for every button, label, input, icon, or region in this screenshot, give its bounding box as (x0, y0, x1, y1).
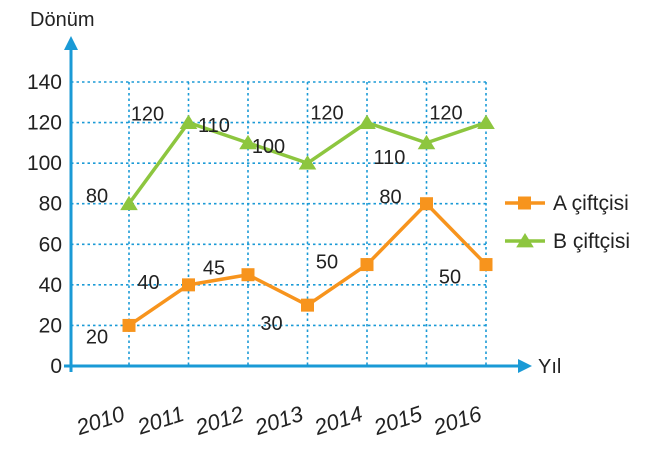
data-label: 30 (260, 313, 282, 335)
data-label: 120 (131, 104, 164, 126)
data-point-triangle (477, 114, 495, 129)
grid-lines (71, 81, 489, 366)
y-tick-labels: 0 20 40 60 80 100 120 140 (27, 71, 62, 378)
data-label: 40 (137, 272, 159, 294)
y-tick-label: 0 (50, 355, 62, 378)
legend-item-b: B çiftçisi (505, 230, 630, 253)
legend-triangle-marker (516, 233, 534, 248)
y-tick-label: 120 (27, 112, 62, 135)
x-tick-label: 2010 (72, 401, 128, 440)
data-point-square (360, 258, 374, 272)
data-point-triangle (179, 114, 198, 129)
data-label: 120 (310, 103, 343, 125)
data-label: 20 (86, 326, 108, 348)
data-point-triangle (358, 114, 376, 129)
y-axis-arrow (64, 36, 78, 50)
series (120, 114, 495, 332)
x-tick-labels: 2010 2011 2012 2013 2014 2015 2016 (72, 401, 485, 440)
data-point-square (301, 298, 314, 312)
data-label: 100 (252, 136, 285, 158)
legend: A çiftçisi B çiftçisi (505, 192, 630, 253)
y-tick-label: 60 (39, 233, 62, 256)
data-label: 50 (316, 252, 338, 274)
y-tick-label: 100 (27, 152, 62, 175)
x-tick-label: 2011 (133, 401, 187, 440)
axes (64, 36, 532, 373)
y-tick-label: 40 (39, 274, 62, 297)
x-tick-label: 2015 (370, 401, 426, 440)
x-tick-label: 2012 (191, 401, 246, 440)
legend-item-a: A çiftçisi (505, 192, 629, 215)
legend-label-a: A çiftçisi (553, 192, 629, 215)
y-axis-title: Dönüm (30, 9, 94, 31)
data-label: 110 (198, 115, 230, 137)
data-labels: 20 40 45 30 50 80 50 80 120 110 100 120 110 120 (86, 103, 463, 349)
data-label: 110 (374, 147, 406, 169)
data-label: 120 (429, 103, 462, 125)
x-tick-label: 2014 (310, 401, 365, 440)
legend-label-b: B çiftçisi (553, 230, 630, 253)
x-axis-title: Yıl (538, 356, 561, 378)
legend-square-marker (518, 196, 531, 210)
data-label: 80 (379, 187, 401, 209)
data-point-square (182, 278, 195, 292)
x-axis-arrow (518, 359, 532, 373)
data-point-triangle (417, 134, 436, 150)
y-tick-label: 20 (39, 314, 62, 337)
data-point-triangle (298, 155, 317, 170)
data-point-square (479, 258, 493, 272)
data-point-triangle (120, 195, 138, 211)
x-tick-label: 2016 (429, 401, 485, 440)
data-label: 50 (439, 267, 461, 289)
y-tick-label: 140 (27, 71, 62, 94)
y-tick-label: 80 (39, 193, 62, 216)
data-point-triangle (239, 134, 257, 150)
data-label: 45 (203, 258, 225, 280)
data-point-square (122, 318, 136, 332)
data-point-square (241, 268, 255, 282)
data-point-square (420, 197, 433, 211)
data-label: 80 (86, 186, 108, 208)
x-tick-label: 2013 (251, 401, 307, 440)
